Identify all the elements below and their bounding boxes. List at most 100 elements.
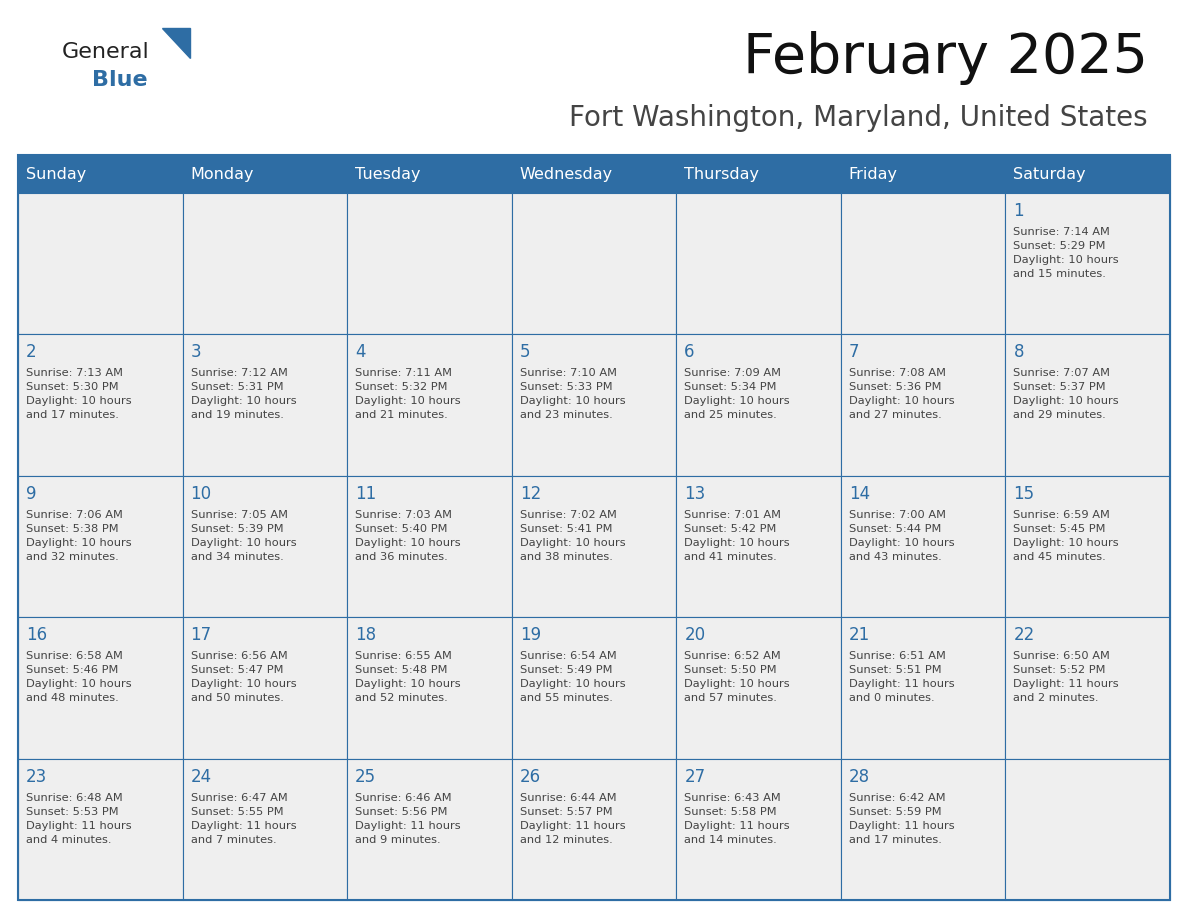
Text: 1: 1 [1013, 202, 1024, 220]
Bar [1005, 155, 1170, 193]
Polygon shape [162, 28, 190, 58]
Text: 15: 15 [1013, 485, 1035, 503]
Bar [18, 155, 1170, 900]
Bar [512, 476, 676, 617]
Text: 6: 6 [684, 343, 695, 362]
Bar [183, 758, 347, 900]
Text: 12: 12 [519, 485, 541, 503]
Text: 2: 2 [26, 343, 37, 362]
Text: Sunrise: 7:14 AM
Sunset: 5:29 PM
Daylight: 10 hours
and 15 minutes.: Sunrise: 7:14 AM Sunset: 5:29 PM Dayligh… [1013, 227, 1119, 279]
Text: 23: 23 [26, 767, 48, 786]
Text: 17: 17 [190, 626, 211, 644]
Text: 21: 21 [849, 626, 870, 644]
Text: Sunrise: 7:06 AM
Sunset: 5:38 PM
Daylight: 10 hours
and 32 minutes.: Sunrise: 7:06 AM Sunset: 5:38 PM Dayligh… [26, 509, 132, 562]
Text: Tuesday: Tuesday [355, 166, 421, 182]
Bar [18, 758, 183, 900]
Bar [676, 617, 841, 758]
Bar [841, 155, 1005, 193]
Text: Sunrise: 7:13 AM
Sunset: 5:30 PM
Daylight: 10 hours
and 17 minutes.: Sunrise: 7:13 AM Sunset: 5:30 PM Dayligh… [26, 368, 132, 420]
Text: Sunrise: 7:08 AM
Sunset: 5:36 PM
Daylight: 10 hours
and 27 minutes.: Sunrise: 7:08 AM Sunset: 5:36 PM Dayligh… [849, 368, 954, 420]
Bar [18, 193, 183, 334]
Text: Thursday: Thursday [684, 166, 759, 182]
Bar [347, 193, 512, 334]
Text: Sunrise: 7:03 AM
Sunset: 5:40 PM
Daylight: 10 hours
and 36 minutes.: Sunrise: 7:03 AM Sunset: 5:40 PM Dayligh… [355, 509, 461, 562]
Bar [676, 193, 841, 334]
Bar [347, 476, 512, 617]
Bar [347, 758, 512, 900]
Bar [676, 155, 841, 193]
Bar [183, 476, 347, 617]
Text: Fort Washington, Maryland, United States: Fort Washington, Maryland, United States [569, 104, 1148, 132]
Bar [347, 155, 512, 193]
Text: 20: 20 [684, 626, 706, 644]
Bar [183, 193, 347, 334]
Bar [841, 758, 1005, 900]
Text: 13: 13 [684, 485, 706, 503]
Text: 4: 4 [355, 343, 366, 362]
Bar [512, 334, 676, 476]
Bar [512, 617, 676, 758]
Text: Sunrise: 6:47 AM
Sunset: 5:55 PM
Daylight: 11 hours
and 7 minutes.: Sunrise: 6:47 AM Sunset: 5:55 PM Dayligh… [190, 792, 296, 845]
Bar [676, 758, 841, 900]
Text: 7: 7 [849, 343, 859, 362]
Text: 27: 27 [684, 767, 706, 786]
Text: Sunrise: 7:01 AM
Sunset: 5:42 PM
Daylight: 10 hours
and 41 minutes.: Sunrise: 7:01 AM Sunset: 5:42 PM Dayligh… [684, 509, 790, 562]
Bar [1005, 193, 1170, 334]
Text: Sunrise: 6:55 AM
Sunset: 5:48 PM
Daylight: 10 hours
and 52 minutes.: Sunrise: 6:55 AM Sunset: 5:48 PM Dayligh… [355, 651, 461, 703]
Text: Sunrise: 7:00 AM
Sunset: 5:44 PM
Daylight: 10 hours
and 43 minutes.: Sunrise: 7:00 AM Sunset: 5:44 PM Dayligh… [849, 509, 954, 562]
Bar [183, 334, 347, 476]
Text: Sunrise: 7:05 AM
Sunset: 5:39 PM
Daylight: 10 hours
and 34 minutes.: Sunrise: 7:05 AM Sunset: 5:39 PM Dayligh… [190, 509, 296, 562]
Text: Wednesday: Wednesday [519, 166, 613, 182]
Text: Sunrise: 6:42 AM
Sunset: 5:59 PM
Daylight: 11 hours
and 17 minutes.: Sunrise: 6:42 AM Sunset: 5:59 PM Dayligh… [849, 792, 954, 845]
Text: 14: 14 [849, 485, 870, 503]
Text: Monday: Monday [190, 166, 254, 182]
Bar [676, 334, 841, 476]
Text: 11: 11 [355, 485, 377, 503]
Text: 22: 22 [1013, 626, 1035, 644]
Text: 5: 5 [519, 343, 530, 362]
Bar [18, 155, 183, 193]
Text: Sunrise: 6:48 AM
Sunset: 5:53 PM
Daylight: 11 hours
and 4 minutes.: Sunrise: 6:48 AM Sunset: 5:53 PM Dayligh… [26, 792, 132, 845]
Text: 24: 24 [190, 767, 211, 786]
Bar [183, 617, 347, 758]
Bar [841, 617, 1005, 758]
Bar [676, 476, 841, 617]
Bar [512, 758, 676, 900]
Text: 16: 16 [26, 626, 48, 644]
Bar [1005, 758, 1170, 900]
Bar [841, 334, 1005, 476]
Text: 8: 8 [1013, 343, 1024, 362]
Text: Sunrise: 6:58 AM
Sunset: 5:46 PM
Daylight: 10 hours
and 48 minutes.: Sunrise: 6:58 AM Sunset: 5:46 PM Dayligh… [26, 651, 132, 703]
Bar [18, 476, 183, 617]
Text: 9: 9 [26, 485, 37, 503]
Text: 26: 26 [519, 767, 541, 786]
Text: 19: 19 [519, 626, 541, 644]
Text: Sunday: Sunday [26, 166, 87, 182]
Text: Sunrise: 6:56 AM
Sunset: 5:47 PM
Daylight: 10 hours
and 50 minutes.: Sunrise: 6:56 AM Sunset: 5:47 PM Dayligh… [190, 651, 296, 703]
Text: 10: 10 [190, 485, 211, 503]
Text: Sunrise: 6:59 AM
Sunset: 5:45 PM
Daylight: 10 hours
and 45 minutes.: Sunrise: 6:59 AM Sunset: 5:45 PM Dayligh… [1013, 509, 1119, 562]
Text: 3: 3 [190, 343, 201, 362]
Bar [841, 193, 1005, 334]
Bar [512, 155, 676, 193]
Text: Sunrise: 6:50 AM
Sunset: 5:52 PM
Daylight: 11 hours
and 2 minutes.: Sunrise: 6:50 AM Sunset: 5:52 PM Dayligh… [1013, 651, 1119, 703]
Text: Sunrise: 6:52 AM
Sunset: 5:50 PM
Daylight: 10 hours
and 57 minutes.: Sunrise: 6:52 AM Sunset: 5:50 PM Dayligh… [684, 651, 790, 703]
Bar [347, 334, 512, 476]
Bar [1005, 617, 1170, 758]
Text: Sunrise: 7:09 AM
Sunset: 5:34 PM
Daylight: 10 hours
and 25 minutes.: Sunrise: 7:09 AM Sunset: 5:34 PM Dayligh… [684, 368, 790, 420]
Text: 25: 25 [355, 767, 377, 786]
Text: February 2025: February 2025 [742, 31, 1148, 85]
Text: Sunrise: 6:44 AM
Sunset: 5:57 PM
Daylight: 11 hours
and 12 minutes.: Sunrise: 6:44 AM Sunset: 5:57 PM Dayligh… [519, 792, 625, 845]
Bar [512, 193, 676, 334]
Text: Sunrise: 7:11 AM
Sunset: 5:32 PM
Daylight: 10 hours
and 21 minutes.: Sunrise: 7:11 AM Sunset: 5:32 PM Dayligh… [355, 368, 461, 420]
Bar [183, 155, 347, 193]
Text: Sunrise: 6:46 AM
Sunset: 5:56 PM
Daylight: 11 hours
and 9 minutes.: Sunrise: 6:46 AM Sunset: 5:56 PM Dayligh… [355, 792, 461, 845]
Bar [347, 617, 512, 758]
Bar [18, 334, 183, 476]
Text: Sunrise: 7:12 AM
Sunset: 5:31 PM
Daylight: 10 hours
and 19 minutes.: Sunrise: 7:12 AM Sunset: 5:31 PM Dayligh… [190, 368, 296, 420]
Text: Sunrise: 6:54 AM
Sunset: 5:49 PM
Daylight: 10 hours
and 55 minutes.: Sunrise: 6:54 AM Sunset: 5:49 PM Dayligh… [519, 651, 625, 703]
Text: Sunrise: 7:02 AM
Sunset: 5:41 PM
Daylight: 10 hours
and 38 minutes.: Sunrise: 7:02 AM Sunset: 5:41 PM Dayligh… [519, 509, 625, 562]
Text: Sunrise: 7:07 AM
Sunset: 5:37 PM
Daylight: 10 hours
and 29 minutes.: Sunrise: 7:07 AM Sunset: 5:37 PM Dayligh… [1013, 368, 1119, 420]
Text: Sunrise: 7:10 AM
Sunset: 5:33 PM
Daylight: 10 hours
and 23 minutes.: Sunrise: 7:10 AM Sunset: 5:33 PM Dayligh… [519, 368, 625, 420]
Text: Friday: Friday [849, 166, 898, 182]
